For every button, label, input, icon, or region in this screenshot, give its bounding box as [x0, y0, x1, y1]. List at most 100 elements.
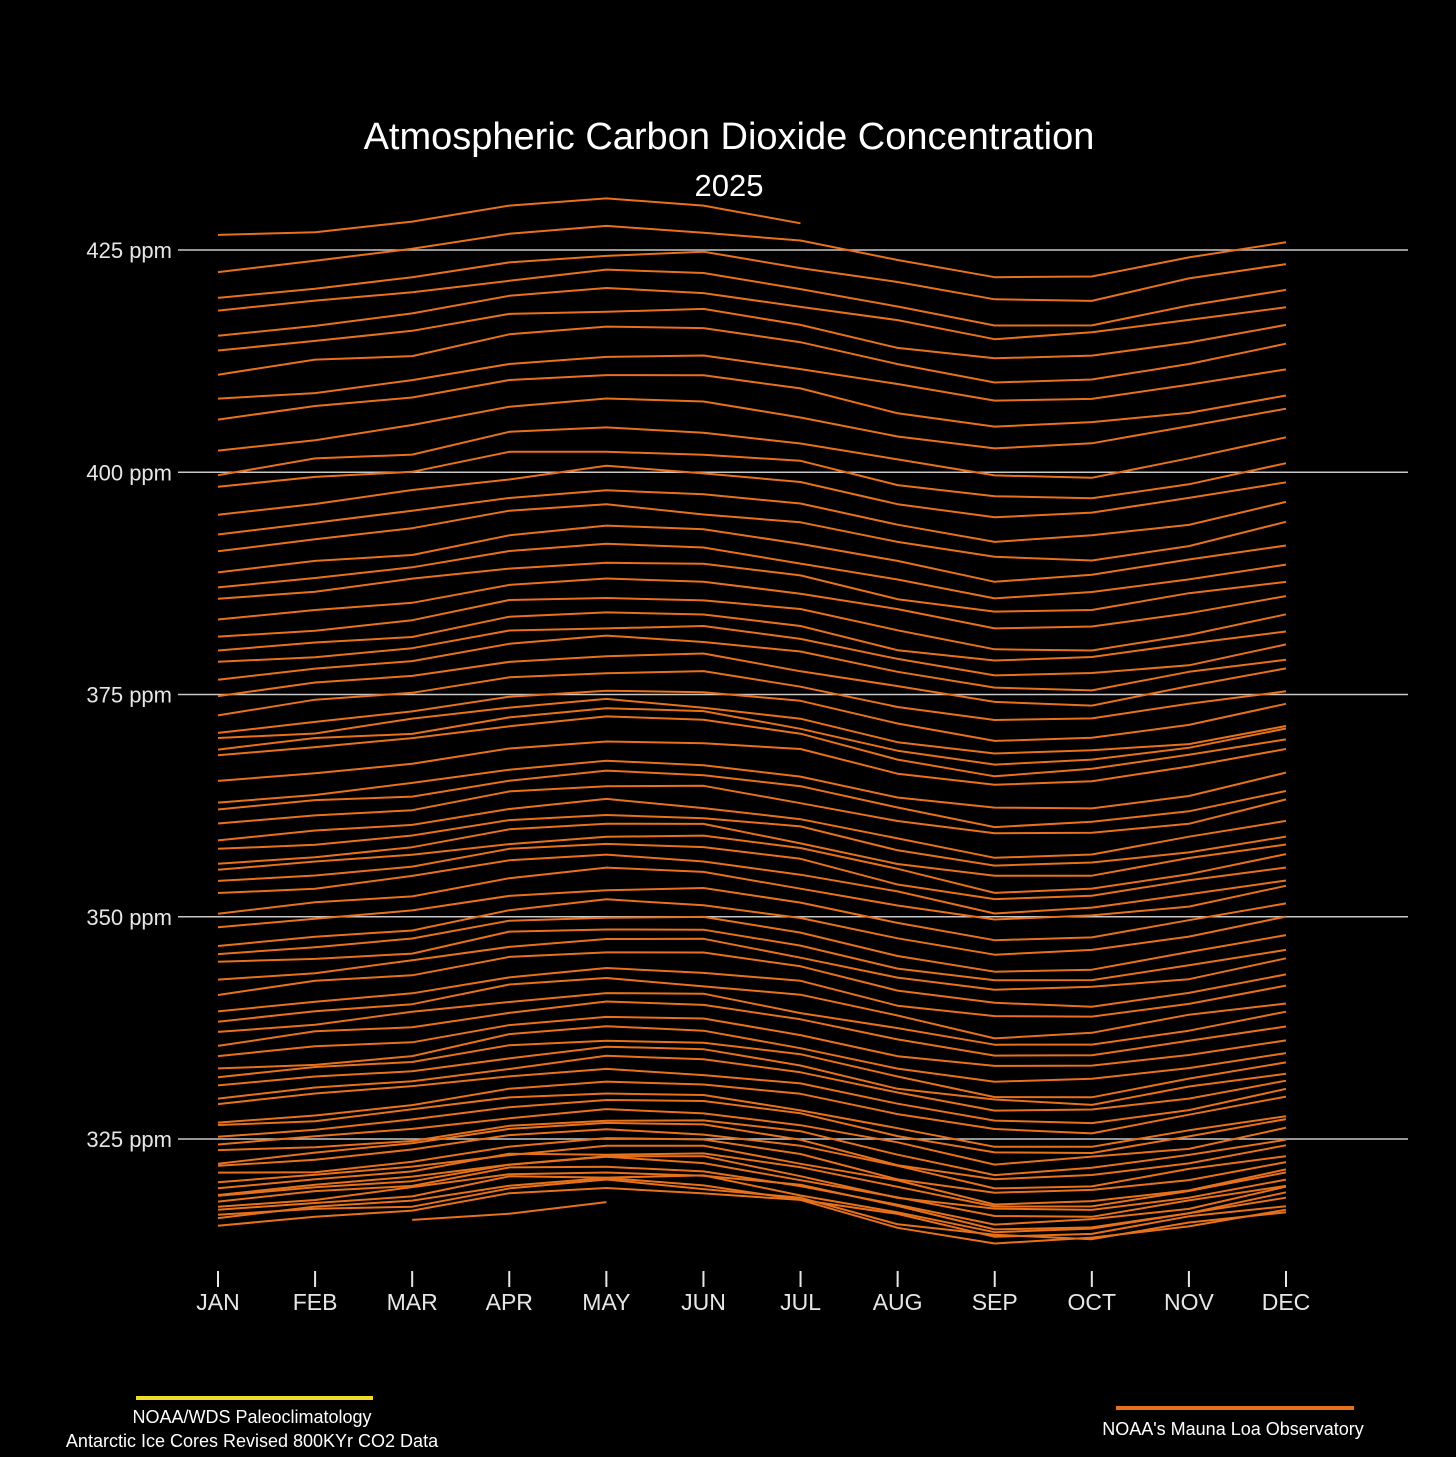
x-tick-label-may: MAY	[582, 1289, 630, 1315]
series-line	[217, 1174, 1287, 1234]
series-line	[217, 268, 1287, 327]
series-line	[217, 325, 1287, 384]
series-line	[217, 426, 1287, 479]
series-line	[217, 1176, 1287, 1238]
series-line	[217, 797, 1287, 859]
series-line	[217, 1108, 1287, 1166]
legend-label-mauna-loa: NOAA's Mauna Loa Observatory	[1102, 1419, 1364, 1439]
series-line	[217, 1155, 1287, 1211]
series-line	[217, 464, 1287, 519]
series-line	[217, 967, 1287, 1018]
series-line	[217, 707, 1287, 766]
x-tick-label-jun: JUN	[681, 1289, 726, 1315]
series-line	[217, 928, 1287, 982]
series-line-earliest	[412, 1201, 607, 1221]
series-line	[217, 450, 1287, 500]
y-tick-label-425: 425 ppm	[86, 238, 172, 263]
gridlines	[178, 249, 1408, 1140]
series-line	[217, 887, 1287, 942]
series-line	[217, 769, 1287, 829]
series-line	[217, 489, 1287, 543]
series-line	[217, 1000, 1287, 1057]
y-tick-label-325: 325 ppm	[86, 1127, 172, 1152]
series-line	[217, 1092, 1287, 1148]
series-line	[217, 1165, 1287, 1226]
x-tick-label-jul: JUL	[780, 1289, 821, 1315]
series-line	[217, 287, 1287, 341]
legend-label-paleo-line1: NOAA/WDS Paleoclimatology	[132, 1407, 371, 1427]
series-line	[217, 250, 1287, 302]
series-line	[217, 1080, 1287, 1135]
series-line	[217, 977, 1287, 1040]
series-line	[217, 1119, 1287, 1177]
series-line	[217, 503, 1287, 562]
series-line	[217, 597, 1287, 652]
series-line	[217, 1128, 1287, 1190]
series-line	[217, 374, 1287, 428]
y-tick-label-350: 350 ppm	[86, 905, 172, 930]
series-line	[217, 1121, 1287, 1181]
y-tick-label-375: 375 ppm	[86, 683, 172, 708]
series-line	[217, 834, 1287, 894]
series-line	[217, 1025, 1287, 1083]
series-line	[217, 354, 1287, 402]
y-axis-ticks: 325 ppm 350 ppm 375 ppm 400 ppm 425 ppm	[86, 238, 172, 1152]
series-lines	[217, 197, 1287, 1245]
series-line	[217, 634, 1287, 692]
series-line	[217, 689, 1287, 742]
series-line	[217, 822, 1287, 877]
series-line	[217, 937, 1287, 991]
legend-label-paleo-line2: Antarctic Ice Cores Revised 800KYr CO2 D…	[66, 1431, 439, 1451]
series-line	[217, 542, 1287, 600]
x-tick-label-sep: SEP	[972, 1289, 1018, 1315]
series-line	[217, 898, 1287, 956]
series-line	[217, 397, 1287, 452]
series-line	[217, 1045, 1287, 1106]
x-tick-label-nov: NOV	[1164, 1289, 1215, 1315]
x-tick-label-oct: OCT	[1068, 1289, 1117, 1315]
series-line	[217, 697, 1287, 755]
series-line	[217, 1152, 1287, 1208]
series-line	[217, 224, 1287, 279]
series-line	[217, 1054, 1287, 1112]
series-line	[217, 715, 1287, 778]
y-tick-label-400: 400 ppm	[86, 460, 172, 485]
series-line	[217, 307, 1287, 360]
series-line	[217, 652, 1287, 707]
series-line	[217, 561, 1287, 613]
series-line	[217, 670, 1287, 721]
x-tick-label-aug: AUG	[873, 1289, 923, 1315]
series-line	[217, 1171, 1287, 1231]
series-line	[217, 814, 1287, 867]
series-line	[217, 853, 1287, 915]
series-line	[217, 625, 1287, 677]
series-line	[217, 992, 1287, 1046]
series-line	[217, 1099, 1287, 1154]
x-axis: JAN FEB MAR APR MAY JUN JUL AUG SEP OCT NOV DEC	[196, 1271, 1310, 1315]
chart-title: Atmospheric Carbon Dioxide Concentration	[364, 116, 1095, 158]
series-line	[217, 1144, 1287, 1206]
series-line	[217, 740, 1287, 786]
series-line	[217, 1155, 1287, 1218]
series-line	[217, 784, 1287, 835]
series-line	[217, 1137, 1287, 1194]
series-line	[217, 842, 1287, 901]
series-line	[217, 951, 1287, 1008]
series-line	[217, 759, 1287, 810]
series-line	[217, 1039, 1287, 1099]
series-line	[217, 577, 1287, 630]
series-line	[217, 866, 1287, 921]
x-tick-label-feb: FEB	[293, 1289, 338, 1315]
series-line	[217, 611, 1287, 662]
x-tick-label-jan: JAN	[196, 1289, 239, 1315]
x-tick-label-apr: APR	[486, 1289, 533, 1315]
legend: NOAA/WDS Paleoclimatology Antarctic Ice …	[66, 1396, 1364, 1451]
series-line	[217, 1067, 1287, 1125]
x-tick-label-mar: MAR	[387, 1289, 438, 1315]
chart-subtitle: 2025	[695, 168, 764, 203]
series-line	[217, 524, 1287, 583]
x-tick-label-dec: DEC	[1262, 1289, 1311, 1315]
series-line	[217, 1015, 1287, 1067]
series-line-latest	[217, 197, 801, 236]
